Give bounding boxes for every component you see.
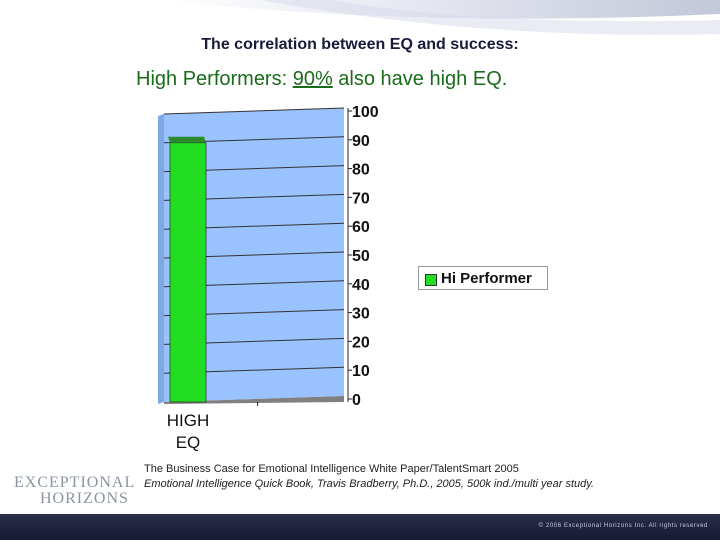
- y-tick-label: 10: [352, 363, 370, 380]
- x-axis: HIGH EQ: [167, 402, 259, 452]
- y-tick-label: 100: [352, 104, 379, 121]
- logo-word-2: HORIZONS: [40, 490, 129, 507]
- chart-legend: Hi Performer: [418, 266, 548, 290]
- y-tick-label: 20: [352, 334, 370, 351]
- plot-floor: [164, 396, 344, 404]
- bar: [169, 142, 207, 403]
- reference-1: The Business Case for Emotional Intellig…: [144, 463, 519, 475]
- plot-area: [158, 107, 345, 404]
- company-logo: EXCEPTIONAL HORIZONS: [14, 474, 135, 508]
- y-tick-label: 70: [352, 190, 370, 207]
- y-tick-label: 40: [352, 277, 370, 294]
- y-tick-label: 30: [352, 306, 370, 323]
- logo-word-1: EXCEPTIONAL: [14, 474, 136, 491]
- slide-headline: High Performers: 90% also have high EQ.: [136, 68, 507, 91]
- headline-percent: 90%: [292, 68, 333, 90]
- y-tick-label: 90: [352, 133, 370, 150]
- gridline: [163, 107, 345, 115]
- references: The Business Case for Emotional Intellig…: [144, 462, 594, 492]
- y-tick-label: 50: [352, 248, 370, 265]
- reference-2: Emotional Intelligence Quick Book, Travi…: [144, 478, 594, 490]
- headline-tail: also have high EQ.: [332, 68, 508, 90]
- legend-swatch: [425, 274, 437, 286]
- category-label: EQ: [176, 433, 201, 452]
- legend-label: Hi Performer: [441, 270, 532, 287]
- footer-bar: © 2006 Exceptional Horizons Inc. All rig…: [0, 514, 720, 540]
- y-tick-label: 80: [352, 162, 370, 179]
- bar-top: [168, 136, 206, 143]
- category-label: HIGH: [167, 411, 210, 430]
- headline-lead: High Performers:: [136, 68, 293, 90]
- y-axis: 0 10 20 30 40 50 60 70 80 90 100: [347, 104, 379, 409]
- y-tick-label: 60: [352, 219, 370, 236]
- y-tick-label: 0: [352, 392, 361, 409]
- bar-chart: 0 10 20 30 40 50 60 70 80 90 100 HIGH EQ: [158, 104, 379, 452]
- copyright-text: © 2006 Exceptional Horizons Inc. All rig…: [538, 523, 708, 529]
- plot-side-wall: [158, 114, 164, 404]
- slide-subtitle: The correlation between EQ and success:: [201, 36, 519, 53]
